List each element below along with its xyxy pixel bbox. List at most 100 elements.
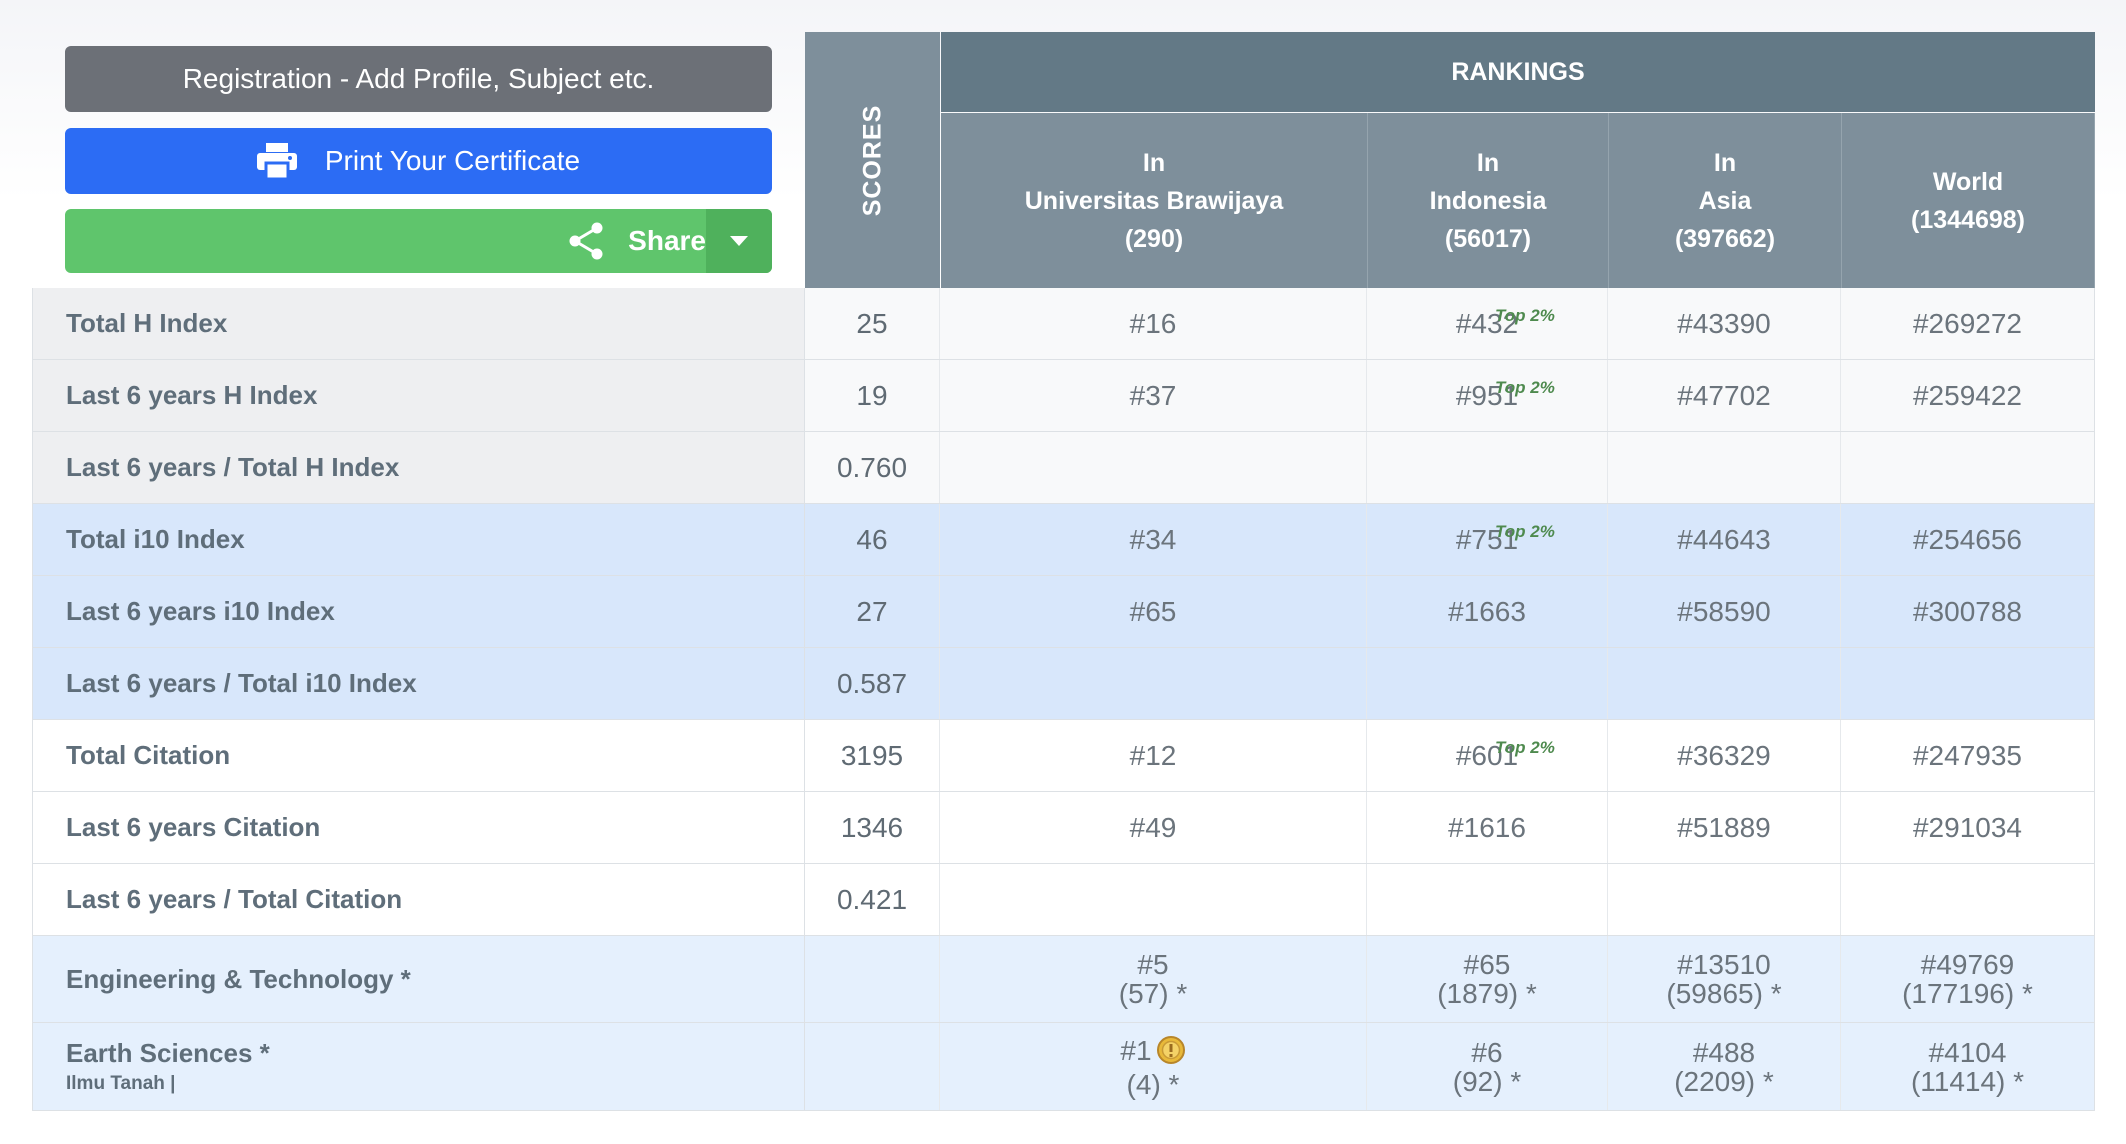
rank-country: #1663 <box>1367 576 1608 647</box>
row-score: 0.760 <box>805 432 940 503</box>
top-percent-badge: Top 2% <box>1495 306 1555 325</box>
rank-region <box>1608 432 1841 503</box>
subject-row: Earth Sciences * Ilmu Tanah | #1 (4) * #… <box>32 1023 2095 1111</box>
rankings-header-label: RANKINGS <box>1451 57 1585 86</box>
rank-world: #49769 (177196) * <box>1841 936 2095 1022</box>
rank-country: #951 Top 2% <box>1367 360 1608 431</box>
row-label: Total H Index <box>32 288 805 359</box>
rank-university: #37 <box>940 360 1367 431</box>
rank-world: #259422 <box>1841 360 2095 431</box>
table-row: Last 6 years / Total Citation 0.421 <box>32 864 2095 936</box>
rank-university <box>940 864 1367 935</box>
rank-total: (4) * <box>1126 1068 1180 1100</box>
rank-university: #12 <box>940 720 1367 791</box>
rank-total: (59865) * <box>1666 978 1782 1009</box>
subject-subfield: Ilmu Tanah | <box>66 1073 176 1094</box>
rank-university: #1 (4) * <box>940 1023 1367 1110</box>
row-label: Last 6 years Citation <box>32 792 805 863</box>
row-score: 3195 <box>805 720 940 791</box>
rank-country <box>1367 864 1608 935</box>
rank-university <box>940 432 1367 503</box>
header-col-line1: In <box>1476 148 1500 177</box>
row-score <box>805 936 940 1022</box>
rank-country <box>1367 648 1608 719</box>
rank-region: #44643 <box>1608 504 1841 575</box>
rank-world <box>1841 864 2095 935</box>
header-col-region: In Asia (397662) <box>1609 113 1842 288</box>
top-percent-badge: Top 2% <box>1495 378 1555 397</box>
rank-world: #254656 <box>1841 504 2095 575</box>
row-score: 19 <box>805 360 940 431</box>
share-dropdown-toggle[interactable] <box>706 209 772 273</box>
row-score: 0.587 <box>805 648 940 719</box>
scores-header-label: SCORES <box>858 104 886 216</box>
rank-value: #1 <box>1120 1034 1152 1066</box>
top-percent-badge: Top 2% <box>1495 738 1555 757</box>
rank-country: #601 Top 2% <box>1367 720 1608 791</box>
row-label: Last 6 years / Total H Index <box>32 432 805 503</box>
row-score: 46 <box>805 504 940 575</box>
print-certificate-button[interactable]: Print Your Certificate <box>65 128 772 194</box>
rank-world <box>1841 432 2095 503</box>
subject-label: Earth Sciences * Ilmu Tanah | <box>32 1023 805 1110</box>
row-score: 27 <box>805 576 940 647</box>
rankings-table: Total H Index 25 #16 #432 Top 2% #43390 #… <box>32 288 2095 1111</box>
rank-value: #751 <box>1455 523 1519 555</box>
header-col-country: In Indonesia (56017) <box>1368 113 1609 288</box>
rank-country: #65 (1879) * <box>1367 936 1608 1022</box>
rank-university: #49 <box>940 792 1367 863</box>
subject-label: Engineering & Technology * <box>32 936 805 1022</box>
rank-value: #488 <box>1692 1036 1756 1068</box>
header-col-line2: World <box>1932 167 2004 196</box>
table-row: Last 6 years i10 Index 27 #65 #1663 #585… <box>32 576 2095 648</box>
row-score: 1346 <box>805 792 940 863</box>
registration-label: Registration - Add Profile, Subject etc. <box>182 63 655 94</box>
header-col-line3: (1344698) <box>1911 205 2025 234</box>
rank-total: (92) * <box>1452 1065 1522 1097</box>
registration-button[interactable]: Registration - Add Profile, Subject etc. <box>65 46 772 112</box>
rank-university: #5 (57) * <box>940 936 1367 1022</box>
rank-world: #300788 <box>1841 576 2095 647</box>
rank-value: #65 <box>1463 949 1511 980</box>
rank-country: #1616 <box>1367 792 1608 863</box>
share-icon <box>568 222 604 260</box>
rank-total: (177196) * <box>1902 978 2033 1009</box>
row-score: 0.421 <box>805 864 940 935</box>
row-label: Last 6 years H Index <box>32 360 805 431</box>
rank-world: #4104 (11414) * <box>1841 1023 2095 1110</box>
rank-world: #247935 <box>1841 720 2095 791</box>
rank-region <box>1608 648 1841 719</box>
rank-university: #65 <box>940 576 1367 647</box>
row-label: Total i10 Index <box>32 504 805 575</box>
table-row: Last 6 years Citation 1346 #49 #1616 #51… <box>32 792 2095 864</box>
row-score: 25 <box>805 288 940 359</box>
rank-region: #58590 <box>1608 576 1841 647</box>
rank-region: #13510 (59865) * <box>1608 936 1841 1022</box>
rank-country: #432 Top 2% <box>1367 288 1608 359</box>
printer-icon <box>256 143 297 179</box>
header-col-line3: (397662) <box>1674 224 1776 253</box>
rank-region: #51889 <box>1608 792 1841 863</box>
rank-value: #13510 <box>1677 949 1771 980</box>
header-col-line3: (290) <box>1124 224 1184 253</box>
rank-university <box>940 648 1367 719</box>
rank-region: #488 (2209) * <box>1608 1023 1841 1110</box>
subject-row: Engineering & Technology * #5 (57) * #65… <box>32 936 2095 1023</box>
rank-world: #269272 <box>1841 288 2095 359</box>
chevron-down-icon <box>730 236 748 246</box>
row-label: Last 6 years / Total i10 Index <box>32 648 805 719</box>
share-button[interactable]: Share <box>65 209 772 273</box>
table-row: Total H Index 25 #16 #432 Top 2% #43390 #… <box>32 288 2095 360</box>
rank-region: #36329 <box>1608 720 1841 791</box>
rank-world <box>1841 648 2095 719</box>
rank-region <box>1608 864 1841 935</box>
subject-name: Engineering & Technology * <box>66 963 411 994</box>
row-label: Total Citation <box>32 720 805 791</box>
rank-university: #16 <box>940 288 1367 359</box>
rank-value: #5 <box>1137 949 1169 980</box>
rank-value: #951 <box>1455 379 1519 411</box>
table-row: Last 6 years / Total i10 Index 0.587 <box>32 648 2095 720</box>
rank-country: #6 (92) * <box>1367 1023 1608 1110</box>
medal-icon <box>1156 1035 1186 1070</box>
rank-total: (1879) * <box>1437 978 1537 1009</box>
